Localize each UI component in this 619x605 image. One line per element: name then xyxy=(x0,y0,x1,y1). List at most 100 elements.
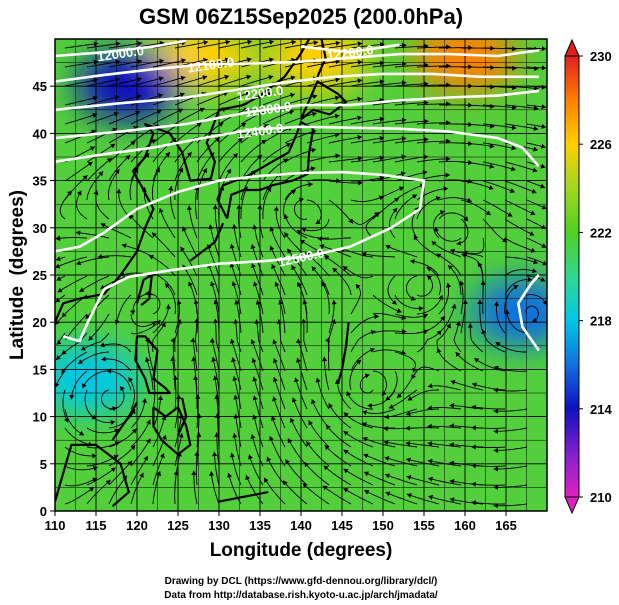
streamline-arrowhead xyxy=(143,456,148,461)
streamline-arrowhead xyxy=(493,503,498,509)
streamline-arrowhead xyxy=(540,183,545,189)
streamline xyxy=(129,167,139,201)
streamline-arrowhead xyxy=(161,434,167,440)
streamline xyxy=(196,41,231,49)
streamline-arrowhead xyxy=(411,194,417,199)
coastline xyxy=(336,322,350,384)
streamline xyxy=(64,42,99,49)
streamline xyxy=(195,451,198,486)
streamline xyxy=(86,42,121,49)
streamline-arrowhead xyxy=(369,347,375,353)
streamline-arrowhead xyxy=(489,163,495,169)
temperature-region-cool-tropics-west xyxy=(55,344,140,413)
streamline xyxy=(394,102,429,106)
streamline xyxy=(495,301,506,334)
streamline xyxy=(447,264,462,296)
streamline-arrowhead xyxy=(110,143,116,149)
streamline xyxy=(196,394,199,429)
contour-line-12200.0 xyxy=(55,72,539,112)
streamline xyxy=(64,96,98,106)
streamline xyxy=(214,204,220,239)
streamline-arrowhead xyxy=(121,243,127,249)
streamline-arrowhead xyxy=(178,433,184,438)
streamline xyxy=(350,330,376,353)
colorbar-max-arrow xyxy=(564,38,580,57)
streamline-arrowhead xyxy=(385,244,391,250)
streamline-arrowhead xyxy=(55,297,61,303)
streamline-arrowhead xyxy=(91,129,97,135)
streamline xyxy=(174,414,182,448)
streamline xyxy=(235,299,242,334)
streamline xyxy=(306,154,340,163)
streamline xyxy=(86,467,116,486)
streamline-arrowhead xyxy=(493,428,498,434)
streamline-arrowhead xyxy=(306,441,311,447)
streamline-arrowhead xyxy=(311,111,317,117)
streamline-arrowhead xyxy=(471,481,476,487)
streamline-arrowhead xyxy=(252,414,258,420)
streamline-arrowhead xyxy=(157,395,163,400)
temperature-region-cool-east-20N xyxy=(470,278,547,347)
streamline xyxy=(273,358,286,391)
streamline-arrowhead xyxy=(424,118,429,124)
streamline xyxy=(256,299,264,334)
streamline-arrowhead xyxy=(493,466,498,472)
streamline-arrowhead xyxy=(296,357,301,363)
y-tick-label: 45 xyxy=(33,79,47,94)
streamline xyxy=(253,281,264,315)
streamline-arrowhead xyxy=(532,317,538,323)
streamline-arrowhead xyxy=(334,379,340,384)
streamline-arrowhead xyxy=(285,459,290,465)
streamline xyxy=(164,282,176,315)
streamline xyxy=(504,104,539,110)
streamline xyxy=(77,351,110,365)
streamline xyxy=(471,406,505,410)
streamline xyxy=(108,154,131,182)
streamline-arrowhead xyxy=(495,342,501,347)
streamline-arrowhead xyxy=(237,138,243,143)
streamline xyxy=(362,408,396,414)
streamline-arrowhead xyxy=(212,451,218,457)
streamline-arrowhead xyxy=(294,377,299,383)
streamline xyxy=(343,487,374,505)
streamline-arrowhead xyxy=(402,328,407,334)
streamline xyxy=(130,42,165,49)
streamline-arrowhead xyxy=(321,281,327,287)
streamline-arrowhead xyxy=(55,382,60,388)
streamline-arrowhead xyxy=(202,168,207,174)
streamline xyxy=(504,269,537,277)
streamline-arrowhead xyxy=(471,404,477,410)
streamline-arrowhead xyxy=(384,456,390,461)
streamline-arrowhead xyxy=(209,471,215,476)
streamline-arrowhead xyxy=(196,432,202,437)
streamline-arrowhead xyxy=(203,40,208,46)
streamline xyxy=(174,299,180,334)
streamline xyxy=(416,65,451,68)
streamline xyxy=(394,184,425,201)
streamline xyxy=(504,161,538,172)
streamline xyxy=(346,391,373,410)
streamline xyxy=(406,458,440,467)
streamline xyxy=(253,224,264,258)
streamline xyxy=(394,64,429,68)
streamline xyxy=(283,189,297,220)
streamline xyxy=(483,47,517,50)
streamline-arrowhead xyxy=(195,394,201,399)
streamline xyxy=(172,356,176,391)
streamline-arrowhead xyxy=(426,267,432,272)
streamline-arrowhead xyxy=(388,404,394,409)
streamline-arrowhead xyxy=(446,323,451,329)
streamline xyxy=(504,123,539,130)
streamline xyxy=(493,427,528,432)
streamline xyxy=(106,370,132,391)
streamline-arrowhead xyxy=(229,452,235,458)
streamline-arrowhead xyxy=(253,281,258,287)
contour-line-12300.0 xyxy=(55,89,539,140)
streamline-arrowhead xyxy=(232,433,238,438)
streamline xyxy=(152,375,156,410)
streamline xyxy=(270,226,286,258)
streamline-arrowhead xyxy=(284,232,289,238)
streamline xyxy=(86,171,104,201)
streamline-arrowhead xyxy=(511,145,517,151)
streamline-arrowhead xyxy=(226,168,231,174)
